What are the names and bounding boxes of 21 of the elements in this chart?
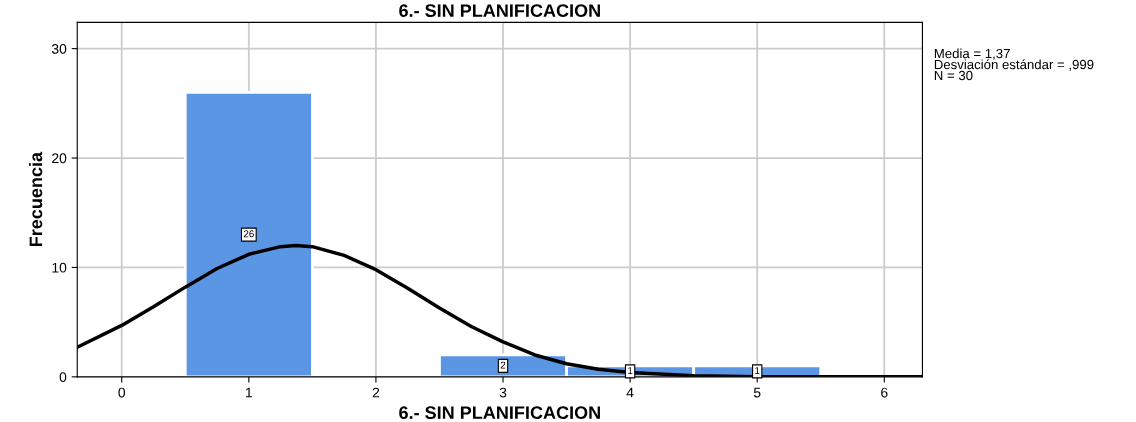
- x-tick-label: 6: [881, 387, 888, 398]
- y-tick-label: 30: [51, 43, 67, 54]
- x-tick-label: 5: [753, 387, 761, 398]
- data-label: 1: [628, 367, 633, 374]
- text: Media = 1,37: [934, 48, 1010, 60]
- y-axis-title: Frecuencia: [29, 151, 43, 247]
- x-tick-label: 3: [499, 387, 507, 398]
- data-label: 2: [500, 361, 506, 369]
- x-axis-title: 6.- SIN PLANIFICACION: [399, 406, 600, 420]
- y-tick-label: 10: [52, 262, 67, 273]
- x-tick-label: 4: [626, 387, 634, 398]
- text: Desviación estándar = ,999: [934, 59, 1094, 71]
- x-tick-label: 2: [372, 387, 380, 398]
- x-tick-label: 1: [246, 387, 253, 398]
- x-tick-label: 0: [118, 387, 126, 398]
- y-tick-label: 0: [59, 372, 67, 383]
- text: N = 30: [934, 70, 973, 81]
- data-label: 26: [243, 230, 254, 238]
- chart-title: 6.- SIN PLANIFICACION: [399, 4, 600, 17]
- data-label: 1: [755, 367, 760, 374]
- y-tick-label: 20: [52, 153, 67, 164]
